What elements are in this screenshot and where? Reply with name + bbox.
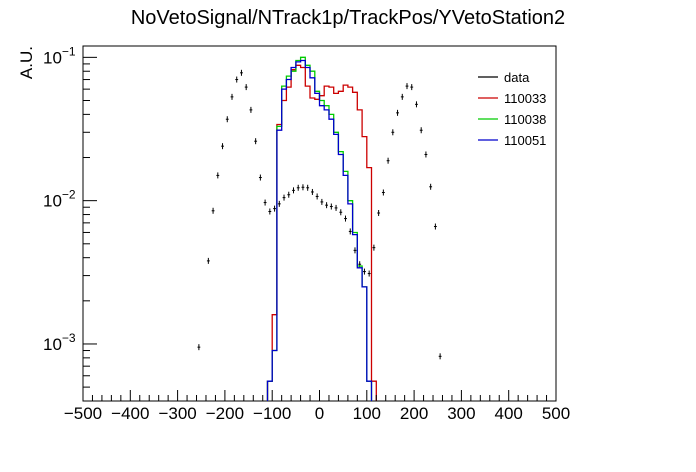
y-tick-label: 10−3	[43, 331, 76, 354]
legend-label-110033: 110033	[504, 91, 546, 106]
legend-label-110051: 110051	[504, 133, 546, 148]
series-110033-line	[266, 64, 377, 401]
series-110038-line	[266, 56, 373, 401]
plot-area	[82, 45, 557, 402]
x-tick-label: 100	[353, 404, 381, 423]
x-tick-label: −100	[253, 404, 291, 423]
x-tick-label: 300	[447, 404, 475, 423]
y-axis-label: A.U.	[17, 46, 36, 79]
legend: data 110033 110038 110051	[478, 70, 546, 148]
x-tick-label: 200	[400, 404, 428, 423]
legend-label-110038: 110038	[504, 112, 546, 127]
x-axis: −500 −400 −300 −200 −100 0 100 200 300 400 500	[64, 390, 570, 423]
y-tick-label: 10−2	[43, 188, 76, 211]
x-tick-label: −300	[158, 404, 196, 423]
x-tick-label: −200	[206, 404, 244, 423]
y-axis: 10−1 10−2 10−3	[43, 44, 97, 402]
legend-label-data: data	[504, 70, 530, 85]
x-tick-label: 500	[542, 404, 570, 423]
x-tick-label: 400	[495, 404, 523, 423]
series-data-points	[197, 69, 442, 360]
x-tick-label: −500	[64, 404, 102, 423]
series-110051-line	[266, 59, 373, 401]
x-tick-label: 0	[315, 404, 324, 423]
chart-title: NoVetoSignal/NTrack1p/TrackPos/YVetoStat…	[131, 7, 565, 29]
x-tick-label: −400	[111, 404, 149, 423]
y-tick-label: 10−1	[43, 44, 76, 67]
